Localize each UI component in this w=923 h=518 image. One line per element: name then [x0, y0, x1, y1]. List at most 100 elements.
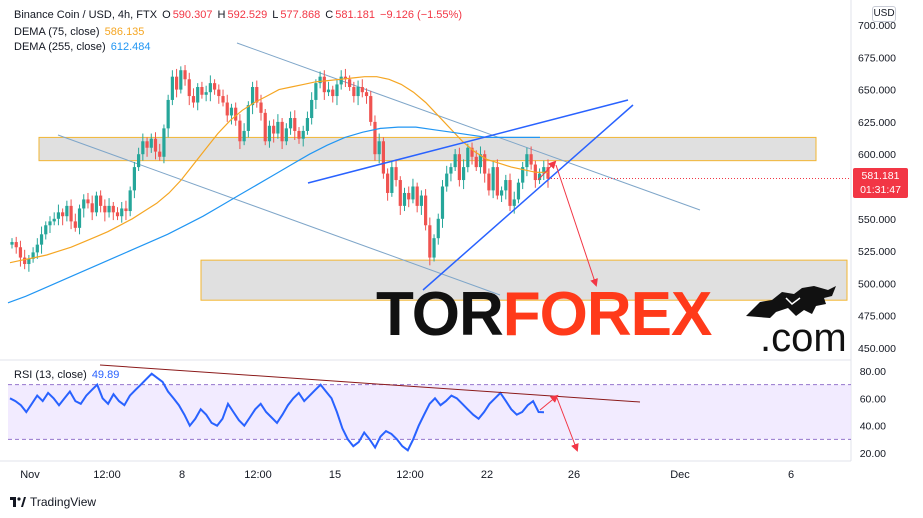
candle-body — [542, 167, 546, 174]
candle-body — [356, 87, 360, 97]
price-tick-label: 675.000 — [858, 52, 896, 64]
candle-body — [504, 180, 508, 191]
time-tick-label: 12:00 — [396, 469, 424, 481]
candle-body — [86, 199, 90, 204]
candle-body — [288, 118, 293, 129]
last-price: 581.181 — [861, 170, 900, 182]
legend-symbol: Binance Coin / USD, 4h, FTX — [14, 9, 158, 21]
candle-body — [280, 121, 284, 142]
candle-body — [343, 76, 348, 80]
candle-body — [453, 154, 457, 168]
candle-body — [339, 76, 343, 85]
candle-body — [69, 205, 73, 222]
rsi-arrow-down — [556, 397, 579, 452]
tradingview-logo[interactable]: TradingView — [10, 495, 96, 509]
candle-body — [196, 87, 200, 103]
candle-body — [250, 87, 255, 106]
time-tick-label: 15 — [329, 469, 341, 481]
candle-body — [229, 107, 234, 116]
candle-body — [470, 147, 474, 157]
last-price-tag: 581.181 01:31:47 — [853, 168, 908, 198]
price-tick-label: 625.000 — [858, 117, 896, 129]
candle-body — [77, 208, 82, 228]
price-tick-label: 650.000 — [858, 85, 896, 97]
time-tick-label: 26 — [568, 469, 580, 481]
candle-body — [221, 96, 225, 103]
legend-rsi-value: 49.89 — [91, 369, 120, 381]
currency-badge[interactable]: USD — [872, 6, 896, 22]
candle-body — [483, 154, 487, 174]
candle-body — [310, 99, 314, 119]
candle-body — [238, 120, 242, 142]
candle-body — [364, 92, 369, 97]
legend-low: 577.868 — [280, 9, 321, 21]
candle-body — [141, 141, 145, 155]
tradingview-label: TradingView — [30, 495, 97, 509]
candle-body — [499, 190, 504, 196]
candle-body — [191, 96, 196, 103]
legend-close-label: C — [325, 9, 334, 21]
candle-body — [179, 70, 183, 90]
tradingview-icon — [10, 496, 26, 507]
candle-body — [82, 199, 86, 209]
candle-body — [512, 199, 516, 206]
rsi-tick-label: 80.00 — [860, 366, 886, 378]
legend-dema255-value: 612.484 — [110, 41, 151, 53]
candle-body — [208, 83, 212, 93]
candle-body — [495, 167, 499, 196]
candle-body — [276, 121, 280, 134]
support-zone — [200, 259, 848, 301]
watermark-domain: .com — [760, 316, 847, 360]
candle-body — [326, 89, 331, 93]
candle-body — [390, 167, 394, 193]
watermark-tor: TOR — [376, 280, 504, 349]
candle-body — [263, 112, 267, 142]
legend-high: 592.529 — [227, 9, 268, 21]
candle-body — [432, 238, 436, 258]
rsi-band — [8, 384, 851, 440]
candle-body — [508, 180, 512, 206]
candle-body — [115, 212, 120, 217]
candle-body — [398, 180, 402, 206]
legend-dema255[interactable]: DEMA (255, close) 612.484 — [14, 41, 153, 54]
time-tick-label: 22 — [481, 469, 493, 481]
candle-body — [217, 89, 221, 97]
candle-body — [14, 242, 18, 248]
candle-body — [162, 128, 166, 157]
legend-change: −9.126 (−1.55%) — [380, 9, 462, 21]
candle-body — [360, 87, 364, 93]
candle-body — [424, 195, 428, 226]
candle-body — [457, 154, 461, 181]
candle-body — [246, 105, 250, 131]
candle-body — [314, 83, 318, 100]
candle-body — [352, 87, 356, 97]
candle-body — [516, 182, 521, 200]
candle-body — [234, 107, 238, 121]
candle-body — [415, 186, 419, 206]
candle-body — [170, 76, 174, 100]
candle-body — [381, 141, 386, 174]
candle-body — [31, 252, 35, 259]
candle-body — [99, 195, 103, 206]
legend-dema75[interactable]: DEMA (75, close) 586.135 — [14, 26, 146, 39]
candle-body — [525, 154, 529, 168]
candle-body — [137, 154, 141, 168]
candle-body — [369, 96, 373, 122]
candle-body — [301, 130, 305, 139]
rsi-tick-label: 20.00 — [860, 448, 886, 460]
candle-body — [335, 84, 339, 97]
candle-body — [478, 154, 483, 168]
candle-body — [183, 70, 187, 80]
candle-body — [411, 186, 415, 200]
candle-body — [61, 212, 65, 217]
candle-body — [521, 167, 525, 183]
candle-body — [272, 125, 276, 134]
wedge-upper-line — [307, 99, 629, 184]
legend-rsi[interactable]: RSI (13, close) 49.89 — [14, 369, 121, 382]
price-tick-label: 475.000 — [858, 311, 896, 323]
candle-body — [322, 76, 326, 93]
bull-logo-icon — [746, 286, 836, 318]
candle-body — [73, 221, 77, 228]
candle-body — [107, 205, 111, 213]
